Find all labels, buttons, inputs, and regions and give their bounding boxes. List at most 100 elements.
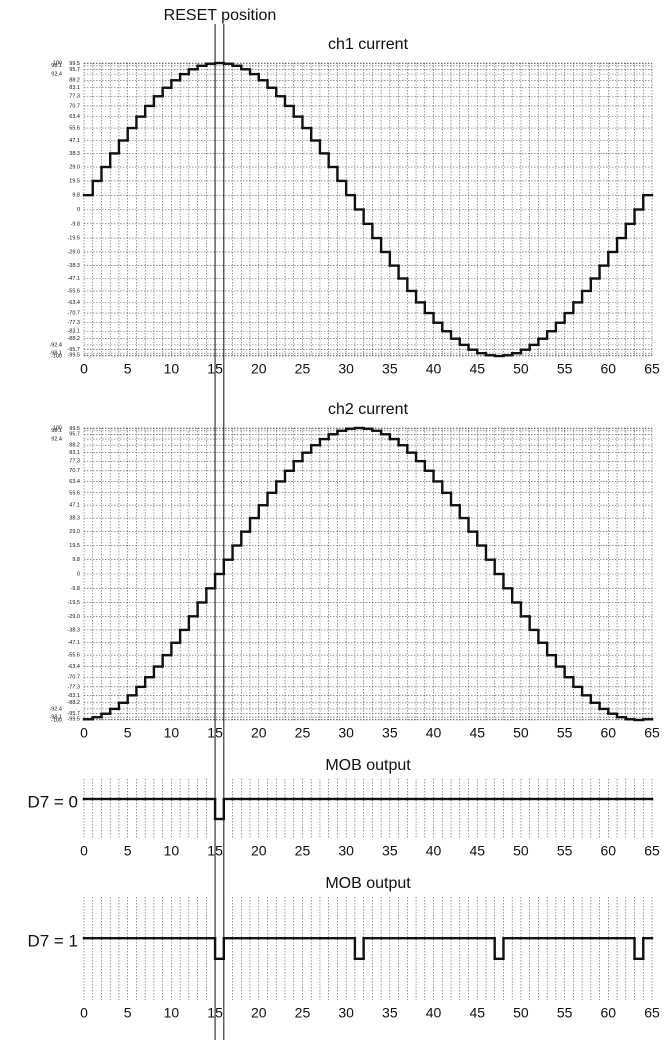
y-tick-label: -98.1 — [49, 715, 62, 721]
x-tick-label: 55 — [557, 725, 573, 741]
y-tick-label: -100 — [51, 353, 62, 359]
x-tick-label: 5 — [124, 843, 132, 859]
y-tick-label: -38.3 — [67, 263, 80, 269]
x-tick-label: 10 — [164, 361, 180, 377]
x-tick-label: 65 — [644, 843, 660, 859]
y-tick-label: 83.1 — [69, 85, 80, 91]
x-tick-label: 55 — [557, 1005, 573, 1021]
y-tick-label: 88.2 — [69, 443, 80, 449]
y-tick-label: 77.3 — [69, 459, 80, 465]
x-tick-label: 60 — [601, 361, 617, 377]
y-tick-label: 47.1 — [69, 138, 80, 144]
y-tick-label: 47.1 — [69, 503, 80, 509]
y-tick-label: -29.0 — [67, 249, 80, 255]
y-tick-label: 29.0 — [69, 164, 80, 170]
x-tick-label: 0 — [80, 843, 88, 859]
y-tick-label: -70.7 — [67, 675, 80, 681]
y-tick-label: 38.3 — [69, 516, 80, 522]
x-tick-label: 10 — [164, 843, 180, 859]
x-tick-label: 20 — [251, 843, 267, 859]
x-tick-label: 40 — [426, 1005, 442, 1021]
y-tick-label: 70.7 — [69, 468, 80, 474]
y-tick-label: -77.3 — [67, 684, 80, 690]
y-tick-label: 98.1 — [51, 428, 62, 434]
x-tick-label: 20 — [251, 361, 267, 377]
y-tick-label: -19.5 — [67, 236, 80, 242]
x-tick-label: 65 — [644, 361, 660, 377]
y-tick-label: -99.5 — [67, 353, 80, 359]
x-tick-label: 55 — [557, 361, 573, 377]
chart-title: MOB output — [325, 757, 411, 774]
y-tick-label: 95.7 — [69, 432, 80, 438]
y-tick-label: -55.6 — [67, 653, 80, 659]
x-tick-label: 5 — [124, 725, 132, 741]
y-tick-label: -95.7 — [67, 711, 80, 717]
x-tick-label: 20 — [251, 725, 267, 741]
y-tick-label: 19.5 — [69, 178, 80, 184]
y-tick-label: -47.1 — [67, 276, 80, 282]
y-tick-label: -83.1 — [67, 329, 80, 335]
x-tick-label: 25 — [295, 843, 311, 859]
x-tick-label: 25 — [295, 1005, 311, 1021]
y-tick-label: -92.4 — [49, 342, 62, 348]
y-tick-label: -9.8 — [71, 221, 80, 227]
x-tick-label: 55 — [557, 843, 573, 859]
x-tick-label: 60 — [601, 1005, 617, 1021]
x-tick-label: 30 — [338, 1005, 354, 1021]
x-tick-label: 35 — [382, 1005, 398, 1021]
x-tick-label: 35 — [382, 843, 398, 859]
x-tick-label: 25 — [295, 361, 311, 377]
y-tick-label: 99.5 — [69, 426, 80, 432]
y-tick-label: -88.2 — [67, 336, 80, 342]
x-tick-label: 65 — [644, 725, 660, 741]
y-tick-label: 100 — [53, 60, 62, 66]
x-tick-label: 45 — [469, 843, 485, 859]
x-tick-label: 0 — [80, 1005, 88, 1021]
y-tick-label: 29.0 — [69, 529, 80, 535]
y-tick-label: -92.4 — [49, 706, 62, 712]
x-tick-label: 30 — [338, 361, 354, 377]
x-tick-label: 45 — [469, 725, 485, 741]
x-tick-label: 40 — [426, 725, 442, 741]
x-tick-label: 40 — [426, 361, 442, 377]
y-tick-label: 88.2 — [69, 78, 80, 84]
y-tick-label: 9.8 — [72, 193, 80, 199]
x-tick-label: 50 — [513, 361, 529, 377]
y-tick-label: -63.4 — [67, 300, 80, 306]
x-tick-label: 30 — [338, 843, 354, 859]
x-tick-label: 0 — [80, 725, 88, 741]
y-tick-label: -99.5 — [67, 717, 80, 723]
y-tick-label: 99.5 — [69, 61, 80, 67]
y-axis-label: D7 = 0 — [27, 792, 78, 811]
x-tick-label: 45 — [469, 361, 485, 377]
y-tick-label: -83.1 — [67, 693, 80, 699]
y-tick-label: 0 — [77, 571, 80, 577]
x-tick-label: 50 — [513, 725, 529, 741]
x-tick-label: 45 — [469, 1005, 485, 1021]
y-tick-label: 70.7 — [69, 103, 80, 109]
chart-title: ch1 current — [328, 36, 409, 53]
x-tick-label: 30 — [338, 725, 354, 741]
y-axis-label: D7 = 1 — [27, 932, 78, 951]
y-tick-label: 9.8 — [72, 557, 80, 563]
y-tick-label: 55.6 — [69, 490, 80, 496]
x-tick-label: 10 — [164, 725, 180, 741]
y-tick-label: -38.3 — [67, 627, 80, 633]
y-tick-label: -55.6 — [67, 288, 80, 294]
y-tick-label: 92.4 — [51, 72, 62, 78]
x-tick-label: 50 — [513, 843, 529, 859]
x-tick-label: 40 — [426, 843, 442, 859]
y-tick-label: 38.3 — [69, 151, 80, 157]
y-tick-label: 98.1 — [51, 63, 62, 69]
y-tick-label: -29.0 — [67, 614, 80, 620]
x-tick-label: 25 — [295, 725, 311, 741]
x-tick-label: 60 — [601, 843, 617, 859]
x-tick-label: 50 — [513, 1005, 529, 1021]
y-tick-label: 92.4 — [51, 437, 62, 443]
y-tick-label: -9.8 — [71, 586, 80, 592]
x-tick-label: 5 — [124, 1005, 132, 1021]
y-tick-label: 100 — [53, 425, 62, 431]
y-tick-label: -19.5 — [67, 600, 80, 606]
y-tick-label: 19.5 — [69, 543, 80, 549]
